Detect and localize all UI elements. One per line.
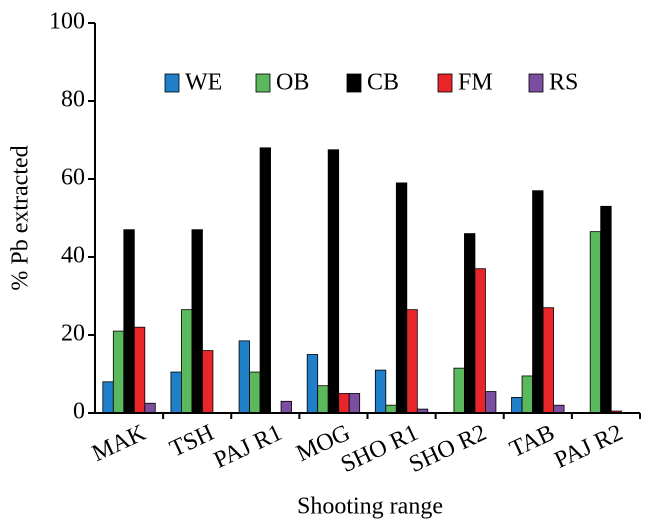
bar [406, 309, 418, 414]
bar [112, 330, 125, 414]
y-tick-label: 40 [61, 243, 85, 269]
legend-swatch [437, 73, 453, 93]
legend-label: OB [276, 70, 309, 96]
x-tick-label: MAK [88, 420, 150, 468]
bar [249, 371, 261, 414]
legend-swatch [346, 73, 362, 93]
bar [521, 375, 533, 414]
legend-swatch [528, 73, 544, 93]
legend-swatch [255, 73, 271, 93]
x-tick-label: PAJ R1 [210, 420, 286, 474]
bar [170, 371, 182, 414]
bar [542, 307, 554, 414]
x-tick-label: TSH [166, 420, 218, 463]
x-tick-label: TAB [506, 420, 559, 463]
bar [133, 326, 146, 414]
legend-swatch [164, 73, 180, 93]
bar [202, 350, 214, 414]
legend-label: WE [185, 70, 222, 96]
x-tick-label: PAJ R2 [551, 420, 627, 474]
y-tick-label: 0 [73, 399, 85, 425]
bar [553, 404, 565, 414]
y-axis-title: % Pb extracted [8, 145, 34, 290]
bar [259, 147, 271, 414]
legend-label: RS [549, 70, 578, 96]
x-tick-label: SHO R1 [337, 420, 422, 478]
bar [474, 268, 486, 414]
x-axis-title: Shooting range [297, 494, 443, 520]
bar [600, 205, 612, 414]
bar [485, 391, 497, 414]
bar [327, 149, 340, 414]
y-tick-label: 100 [49, 9, 85, 35]
legend-label: CB [367, 70, 399, 96]
bar [385, 404, 397, 414]
bar [123, 229, 135, 414]
bar [374, 369, 387, 414]
bar [464, 233, 476, 414]
bar [348, 393, 361, 414]
bar [511, 396, 523, 414]
bar [453, 367, 465, 414]
x-tick-label: SHO R2 [405, 420, 490, 478]
bar [191, 229, 203, 414]
y-tick-label: 20 [61, 321, 85, 347]
legend-label: FM [458, 70, 493, 96]
bar [317, 385, 329, 414]
bar [280, 400, 292, 414]
bar [338, 393, 350, 414]
bar [395, 182, 408, 414]
bar [532, 190, 544, 414]
y-tick-label: 80 [61, 87, 85, 113]
bar [102, 381, 114, 414]
bar [306, 354, 319, 414]
y-tick-label: 60 [61, 165, 85, 191]
bar [589, 231, 602, 414]
bar [144, 402, 156, 414]
bar [238, 340, 250, 414]
bar [181, 309, 193, 414]
